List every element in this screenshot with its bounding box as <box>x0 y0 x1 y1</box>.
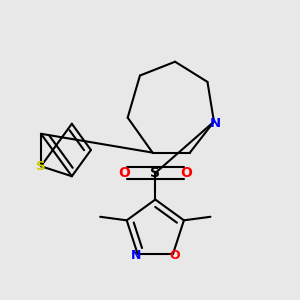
Text: N: N <box>131 249 141 262</box>
Text: O: O <box>181 166 192 180</box>
Text: S: S <box>150 166 160 180</box>
Text: O: O <box>169 249 180 262</box>
Text: N: N <box>210 117 221 130</box>
Text: S: S <box>36 160 46 173</box>
Text: O: O <box>118 166 130 180</box>
